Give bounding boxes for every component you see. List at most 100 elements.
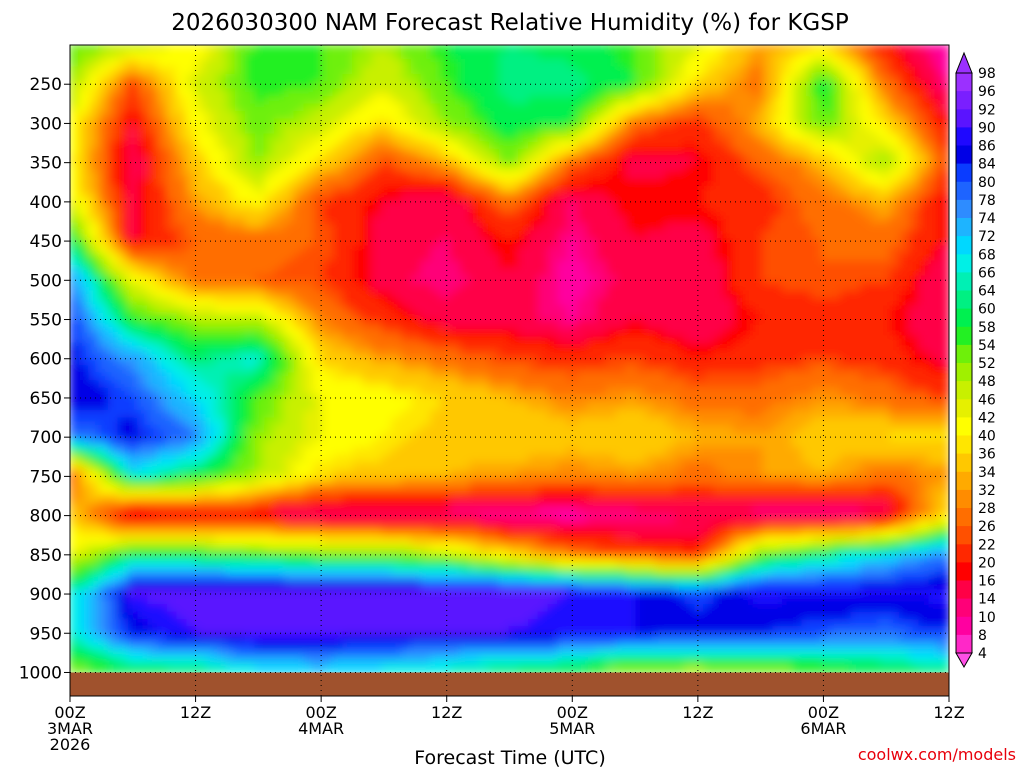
heatmap-cell [225,185,238,196]
heatmap-cell [664,312,677,323]
heatmap-cell [508,96,521,106]
heatmap-cell [108,163,120,173]
heatmap-cell [508,208,521,218]
heatmap-cell [879,253,892,263]
heatmap-cell [420,245,433,256]
heatmap-cell [401,111,413,121]
heatmap-cell [332,283,345,293]
heatmap-cell [850,260,863,271]
heatmap-cell [703,402,716,413]
heatmap-cell [840,305,853,315]
heatmap-cell [254,96,267,106]
heatmap-cell [547,253,560,263]
heatmap-cell [860,357,872,368]
heatmap-cell [860,395,872,405]
heatmap-cell [489,208,501,218]
heatmap-cell [821,96,833,106]
heatmap-cell [645,96,657,106]
heatmap-cell [98,51,111,61]
heatmap-cell [381,395,394,405]
heatmap-cell [70,327,81,338]
heatmap-cell [782,73,794,84]
heatmap-cell [801,45,814,54]
heatmap-cell [664,66,677,76]
heatmap-cell [645,320,657,330]
heatmap-cell [420,163,433,173]
heatmap-cell [723,215,736,226]
heatmap-cell [430,439,443,450]
heatmap-cell [567,387,579,398]
heatmap-cell [713,208,726,218]
heatmap-cell [166,305,179,315]
heatmap-cell [547,439,560,450]
heatmap-cell [508,417,521,427]
heatmap-cell [391,365,404,375]
heatmap-cell [342,283,355,293]
heatmap-cell [567,148,579,159]
heatmap-cell [791,320,804,330]
heatmap-cell [498,260,511,271]
heatmap-cell [235,447,247,457]
heatmap-cell [108,432,120,442]
heatmap-cell [244,410,257,420]
heatmap-cell [108,283,120,293]
heatmap-cell [860,342,872,353]
heatmap-cell [606,365,618,375]
heatmap-cell [205,200,218,211]
heatmap-cell [664,51,677,61]
heatmap-cell [625,208,638,218]
heatmap-cell [371,193,384,203]
heatmap-cell [176,133,189,144]
heatmap-cell [733,312,745,323]
heatmap-cell [401,178,413,188]
heatmap-cell [567,372,579,383]
heatmap-cell [78,88,91,99]
heatmap-cell [782,215,794,226]
heatmap-cell [772,417,784,427]
heatmap-cell [156,447,169,457]
heatmap-cell [196,193,208,203]
heatmap-cell [440,81,452,91]
heatmap-cell [801,193,814,203]
heatmap-cell [615,298,628,308]
heatmap-cell [694,350,706,360]
heatmap-cell [733,327,745,338]
heatmap-cell [498,118,511,129]
heatmap-cell [869,66,882,76]
heatmap-cell [98,312,111,323]
heatmap-cell [362,327,374,338]
heatmap-cell [479,185,491,196]
heatmap-cell [70,245,81,256]
heatmap-cell [635,171,648,181]
heatmap-cell [127,447,140,457]
heatmap-cell [821,425,833,435]
heatmap-cell [576,178,589,188]
heatmap-cell [694,320,706,330]
heatmap-cell [879,73,892,84]
heatmap-cell [899,357,911,368]
heatmap-cell [733,193,745,203]
heatmap-cell [410,253,423,263]
heatmap-cell [752,215,765,226]
heatmap-cell [742,342,755,353]
heatmap-cell [811,425,824,435]
heatmap-cell [606,410,618,420]
heatmap-cell [938,253,949,263]
heatmap-cell [391,372,404,383]
heatmap-cell [518,81,531,91]
heatmap-cell [528,342,540,353]
heatmap-cell [352,81,364,91]
heatmap-cell [166,447,179,457]
heatmap-cell [879,357,892,368]
heatmap-cell [518,148,531,159]
heatmap-cell [98,178,111,188]
heatmap-cell [655,66,667,76]
heatmap-cell [127,215,140,226]
heatmap-cell [752,245,765,256]
heatmap-cell [430,283,443,293]
heatmap-cell [410,268,423,278]
heatmap-cell [645,335,657,345]
heatmap-cell [225,268,238,278]
heatmap-cell [899,320,911,330]
heatmap-cell [694,260,706,271]
